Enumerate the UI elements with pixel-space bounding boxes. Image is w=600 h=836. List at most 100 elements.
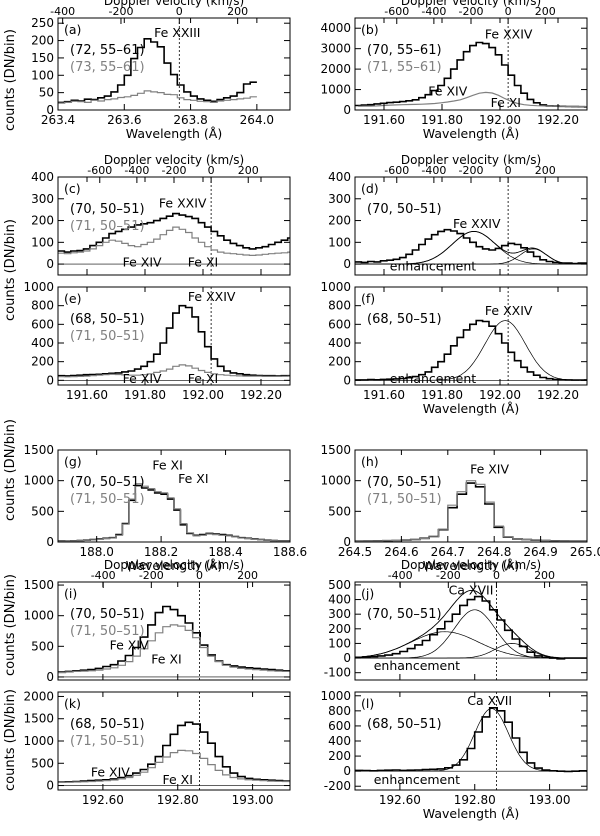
x-tick-label: 263.4	[41, 113, 75, 127]
x-axis-label: Wavelength (Å)	[423, 401, 519, 416]
x-tick-label: 192.00	[182, 388, 224, 402]
doppler-tick-label: 0	[176, 5, 183, 18]
doppler-tick-label: 0	[505, 5, 512, 18]
legend-entry: (68, 50–51)	[367, 312, 442, 327]
doppler-tick-label: 200	[227, 5, 248, 18]
legend-entry: (70, 50–51)	[367, 475, 442, 490]
y-tick-label: 400	[328, 593, 351, 607]
y-tick-label: 1000	[23, 474, 54, 488]
series-line	[58, 212, 290, 253]
y-tick-label: 500	[31, 756, 54, 770]
doppler-tick-label: -600	[87, 164, 112, 177]
line-annotation: Fe XI	[163, 772, 193, 787]
y-tick-label: 200	[31, 214, 54, 228]
series-line	[358, 91, 587, 108]
y-tick-label: 0	[46, 779, 54, 793]
x-tick-label: 192.80	[157, 793, 199, 807]
y-tick-label: 500	[31, 639, 54, 653]
x-tick-label: 192.80	[454, 793, 496, 807]
x-tick-label: 192.60	[82, 793, 124, 807]
panel-a: 263.4 263.6 263.8 264.0 0 50 100 150 200 250-400 -…	[31, 0, 291, 141]
doppler-tick-label: -400	[421, 164, 446, 177]
y-tick-label: 250	[31, 16, 54, 30]
x-tick-label: 188.2	[144, 545, 178, 559]
y-tick-label: 2000	[23, 689, 54, 703]
x-tick-label: 193.00	[529, 793, 571, 807]
x-tick-label: 264.5	[338, 545, 372, 559]
y-tick-label: 1000	[23, 280, 54, 294]
doppler-axis-label: Doppler velocity (km/s)	[401, 0, 541, 8]
y-tick-label: 0	[46, 535, 54, 549]
doppler-tick-label: -400	[421, 5, 446, 18]
series-group	[355, 228, 587, 265]
y-tick-label: 200	[31, 34, 54, 48]
legend-entry: (71, 50–51)	[367, 492, 442, 507]
doppler-tick-label: 200	[535, 164, 556, 177]
plot-frame	[354, 286, 588, 386]
legend-entry: (68, 50–51)	[70, 312, 145, 327]
panel-h: 264.5 264.6 264.7 264.8 264.9 265.0 0 500 1000 15…	[320, 443, 600, 573]
panel-e: 191.60 191.80 192.00 192.20 0 200 400 600 800 100…	[23, 280, 291, 402]
legend-entry: (70, 55–61)	[367, 43, 442, 58]
y-axis-title: counts (DN/bin)	[3, 574, 18, 676]
plot-frame	[57, 581, 291, 681]
y-tick-label: 4000	[320, 21, 351, 35]
y-tick-label: 1500	[23, 443, 54, 457]
legend-entry: (71, 50–51)	[70, 329, 145, 344]
line-annotation: Fe XXIV	[485, 303, 533, 318]
series-line	[58, 226, 290, 256]
y-tick-label: 200	[328, 355, 351, 369]
y-tick-label: 600	[328, 719, 351, 733]
series-line	[355, 319, 587, 381]
line-annotation: Fe XI	[152, 458, 182, 473]
series-line	[58, 38, 257, 104]
x-axis-label: Wavelength (Å)	[423, 126, 519, 141]
line-annotation: Fe XI	[188, 371, 218, 386]
x-tick-label: 188.0	[79, 545, 113, 559]
y-tick-label: 1500	[23, 578, 54, 592]
y-tick-label: 50	[39, 86, 54, 100]
doppler-tick-label: -600	[384, 164, 409, 177]
y-axis-title: counts (DN/bin)	[3, 219, 18, 321]
panel-g: 188.0 188.2 188.4 188.6 0 500 1000 1500 Waveleng…	[23, 443, 307, 573]
series-line	[355, 595, 587, 660]
x-tick-label: 192.20	[537, 113, 579, 127]
y-tick-label: 100	[31, 235, 54, 249]
y-tick-label: -200	[324, 779, 351, 793]
legend-entry: (71, 50–51)	[70, 624, 145, 639]
line-annotation: Fe XIV	[123, 371, 162, 386]
doppler-tick-label: -200	[459, 164, 484, 177]
panel-k: 192.60 192.80 193.00 0 500 1000 1500 2000 (k) (68…	[23, 689, 291, 807]
doppler-tick-label: -200	[459, 5, 484, 18]
y-tick-label: 300	[328, 192, 351, 206]
x-tick-label: 263.8	[173, 113, 207, 127]
doppler-axis-label: Doppler velocity (km/s)	[401, 153, 541, 167]
doppler-tick-label: -200	[139, 569, 164, 582]
panel-tag: (h)	[361, 454, 379, 469]
y-axis-title: counts (DN/bin)	[3, 689, 18, 791]
y-tick-label: 150	[31, 51, 54, 65]
y-tick-label: 200	[328, 214, 351, 228]
doppler-tick-label: -200	[162, 164, 187, 177]
doppler-tick-label: 0	[196, 569, 203, 582]
y-tick-label: 3000	[320, 42, 351, 56]
doppler-tick-label: 200	[535, 5, 556, 18]
doppler-tick-label: 0	[493, 569, 500, 582]
series-group	[355, 707, 587, 773]
y-tick-label: 100	[31, 68, 54, 82]
line-annotation: Fe XXIV	[453, 216, 501, 231]
doppler-tick-label: -600	[384, 5, 409, 18]
panel-tag: (i)	[64, 586, 77, 601]
gaussian-component	[355, 631, 587, 659]
doppler-tick-label: -400	[124, 164, 149, 177]
x-axis-label: Wavelength (Å)	[126, 126, 222, 141]
panel-tag: (d)	[361, 181, 379, 196]
panel-tag: (l)	[361, 696, 374, 711]
y-tick-label: 300	[328, 607, 351, 621]
series-line	[58, 304, 290, 377]
panel-tag: (g)	[64, 454, 82, 469]
